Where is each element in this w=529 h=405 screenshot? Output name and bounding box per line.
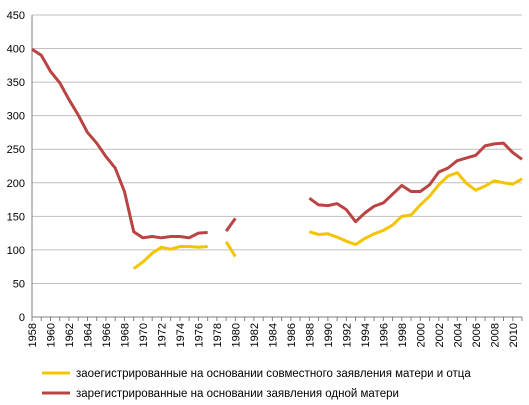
x-tick-label: 1998 bbox=[397, 323, 409, 347]
y-tick-label: 50 bbox=[13, 278, 25, 290]
x-tick-label: 1992 bbox=[341, 323, 353, 347]
x-tick-label: 1964 bbox=[82, 323, 94, 347]
gridlines bbox=[32, 14, 522, 284]
y-tick-label: 100 bbox=[7, 245, 25, 257]
x-tick-label: 1970 bbox=[138, 323, 150, 347]
x-tick-label: 1984 bbox=[267, 323, 279, 347]
x-tick-label: 1968 bbox=[119, 323, 131, 347]
x-tick-label: 1982 bbox=[249, 323, 261, 347]
x-tick-label: 1980 bbox=[230, 323, 242, 347]
x-tick-label: 1960 bbox=[45, 323, 57, 347]
y-tick-labels: 0 50 100 150 200 250 300 350 400 450 bbox=[7, 10, 25, 324]
x-tick-label: 1996 bbox=[378, 323, 390, 347]
x-tick-label: 2004 bbox=[452, 323, 464, 347]
y-tick-label: 300 bbox=[7, 111, 25, 123]
legend: заоегистрированные на основании совместн… bbox=[42, 368, 471, 400]
y-tick-label: 0 bbox=[19, 312, 25, 324]
series-0-line-segment-0 bbox=[132, 245, 208, 270]
y-tick-label: 450 bbox=[7, 10, 25, 22]
x-tick-label: 2008 bbox=[489, 323, 501, 347]
x-tick-label: 1958 bbox=[27, 323, 39, 347]
axes bbox=[31, 15, 523, 321]
series-1-line-segment-2 bbox=[308, 141, 523, 224]
x-tick-label: 1978 bbox=[212, 323, 224, 347]
y-tick-label: 350 bbox=[7, 77, 25, 89]
x-tick-label: 1986 bbox=[286, 323, 298, 347]
y-tick-label: 200 bbox=[7, 178, 25, 190]
x-tick-label: 1966 bbox=[101, 323, 113, 347]
x-tick-label: 1972 bbox=[156, 323, 168, 347]
y-tick-label: 250 bbox=[7, 144, 25, 156]
x-tick-label: 2010 bbox=[508, 323, 520, 347]
x-tick-label: 1988 bbox=[304, 323, 316, 347]
x-tick-label: 2006 bbox=[471, 323, 483, 347]
x-tick-label: 2002 bbox=[434, 323, 446, 347]
series-0-line-segment-2 bbox=[308, 171, 523, 247]
legend-label-series-1: зарегистрированные на основании заявлени… bbox=[76, 388, 399, 400]
legend-label-series-0: заоегистрированные на основании совместн… bbox=[76, 368, 471, 380]
x-tick-label: 1990 bbox=[323, 323, 335, 347]
x-tick-label: 1962 bbox=[64, 323, 76, 347]
x-tick-label: 1974 bbox=[175, 323, 187, 347]
x-tick-label: 1994 bbox=[360, 323, 372, 347]
series-0-line-segment-1 bbox=[224, 241, 237, 258]
y-tick-label: 400 bbox=[7, 44, 25, 56]
x-tick-label: 2000 bbox=[415, 323, 427, 347]
y-tick-label: 150 bbox=[7, 211, 25, 223]
x-tick-label: 1976 bbox=[193, 323, 205, 347]
series-1-line-segment-1 bbox=[224, 217, 237, 232]
series-lines bbox=[31, 47, 523, 270]
x-tick-labels: 1958 1960 1962 1964 1966 1968 1970 1972 1974 1976… bbox=[27, 323, 520, 347]
series-1-line-segment-0 bbox=[31, 47, 208, 240]
